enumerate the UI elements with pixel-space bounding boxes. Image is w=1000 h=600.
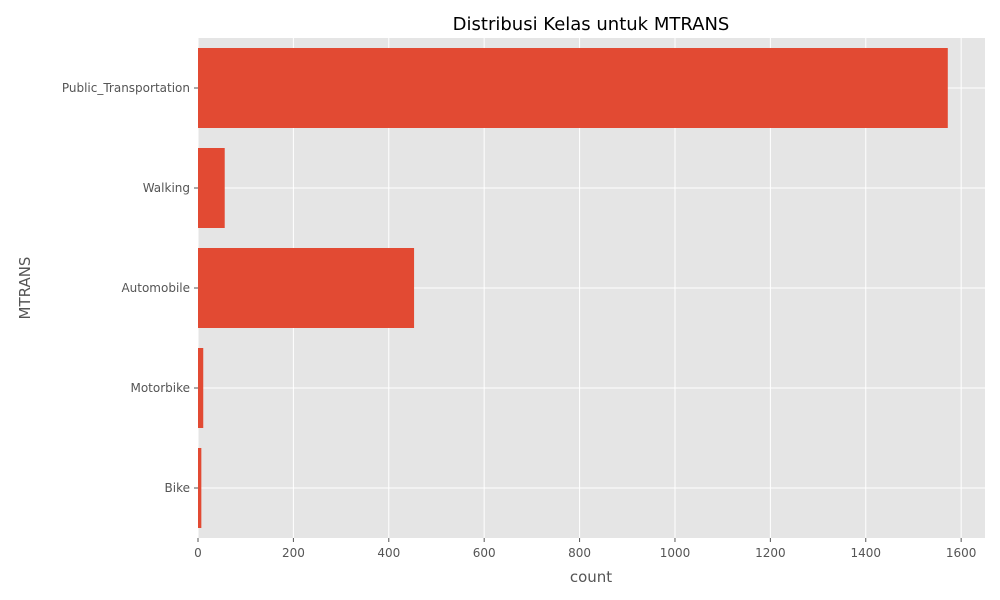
bar-bike (198, 448, 202, 528)
y-tick-label: Bike (165, 481, 190, 495)
x-tick-label: 400 (377, 546, 400, 560)
x-tick-label: 1000 (660, 546, 691, 560)
x-tick-label: 1600 (946, 546, 977, 560)
x-axis-ticks: 0 200 400 600 800 1000 1200 1400 1600 (194, 538, 976, 560)
y-tick-label: Public_Transportation (62, 81, 190, 95)
y-tick-label: Walking (143, 181, 190, 195)
x-tick-label: 600 (473, 546, 496, 560)
y-axis-label: MTRANS (16, 257, 34, 320)
bar-automobile (198, 248, 415, 328)
bars (198, 48, 948, 528)
bar-walking (198, 148, 225, 228)
chart-title: Distribusi Kelas untuk MTRANS (453, 14, 730, 35)
y-tick-label: Automobile (121, 281, 190, 295)
x-tick-label: 200 (282, 546, 305, 560)
x-tick-label: 0 (194, 546, 202, 560)
x-tick-label: 1400 (850, 546, 881, 560)
x-tick-label: 1200 (755, 546, 786, 560)
y-tick-label: Motorbike (130, 381, 190, 395)
y-axis-ticks: Public_Transportation Walking Automobile Mo… (62, 81, 198, 495)
x-axis-label: count (570, 568, 612, 586)
bar-motorbike (198, 348, 204, 428)
bar-public-transportation (198, 48, 948, 128)
x-tick-label: 800 (568, 546, 591, 560)
